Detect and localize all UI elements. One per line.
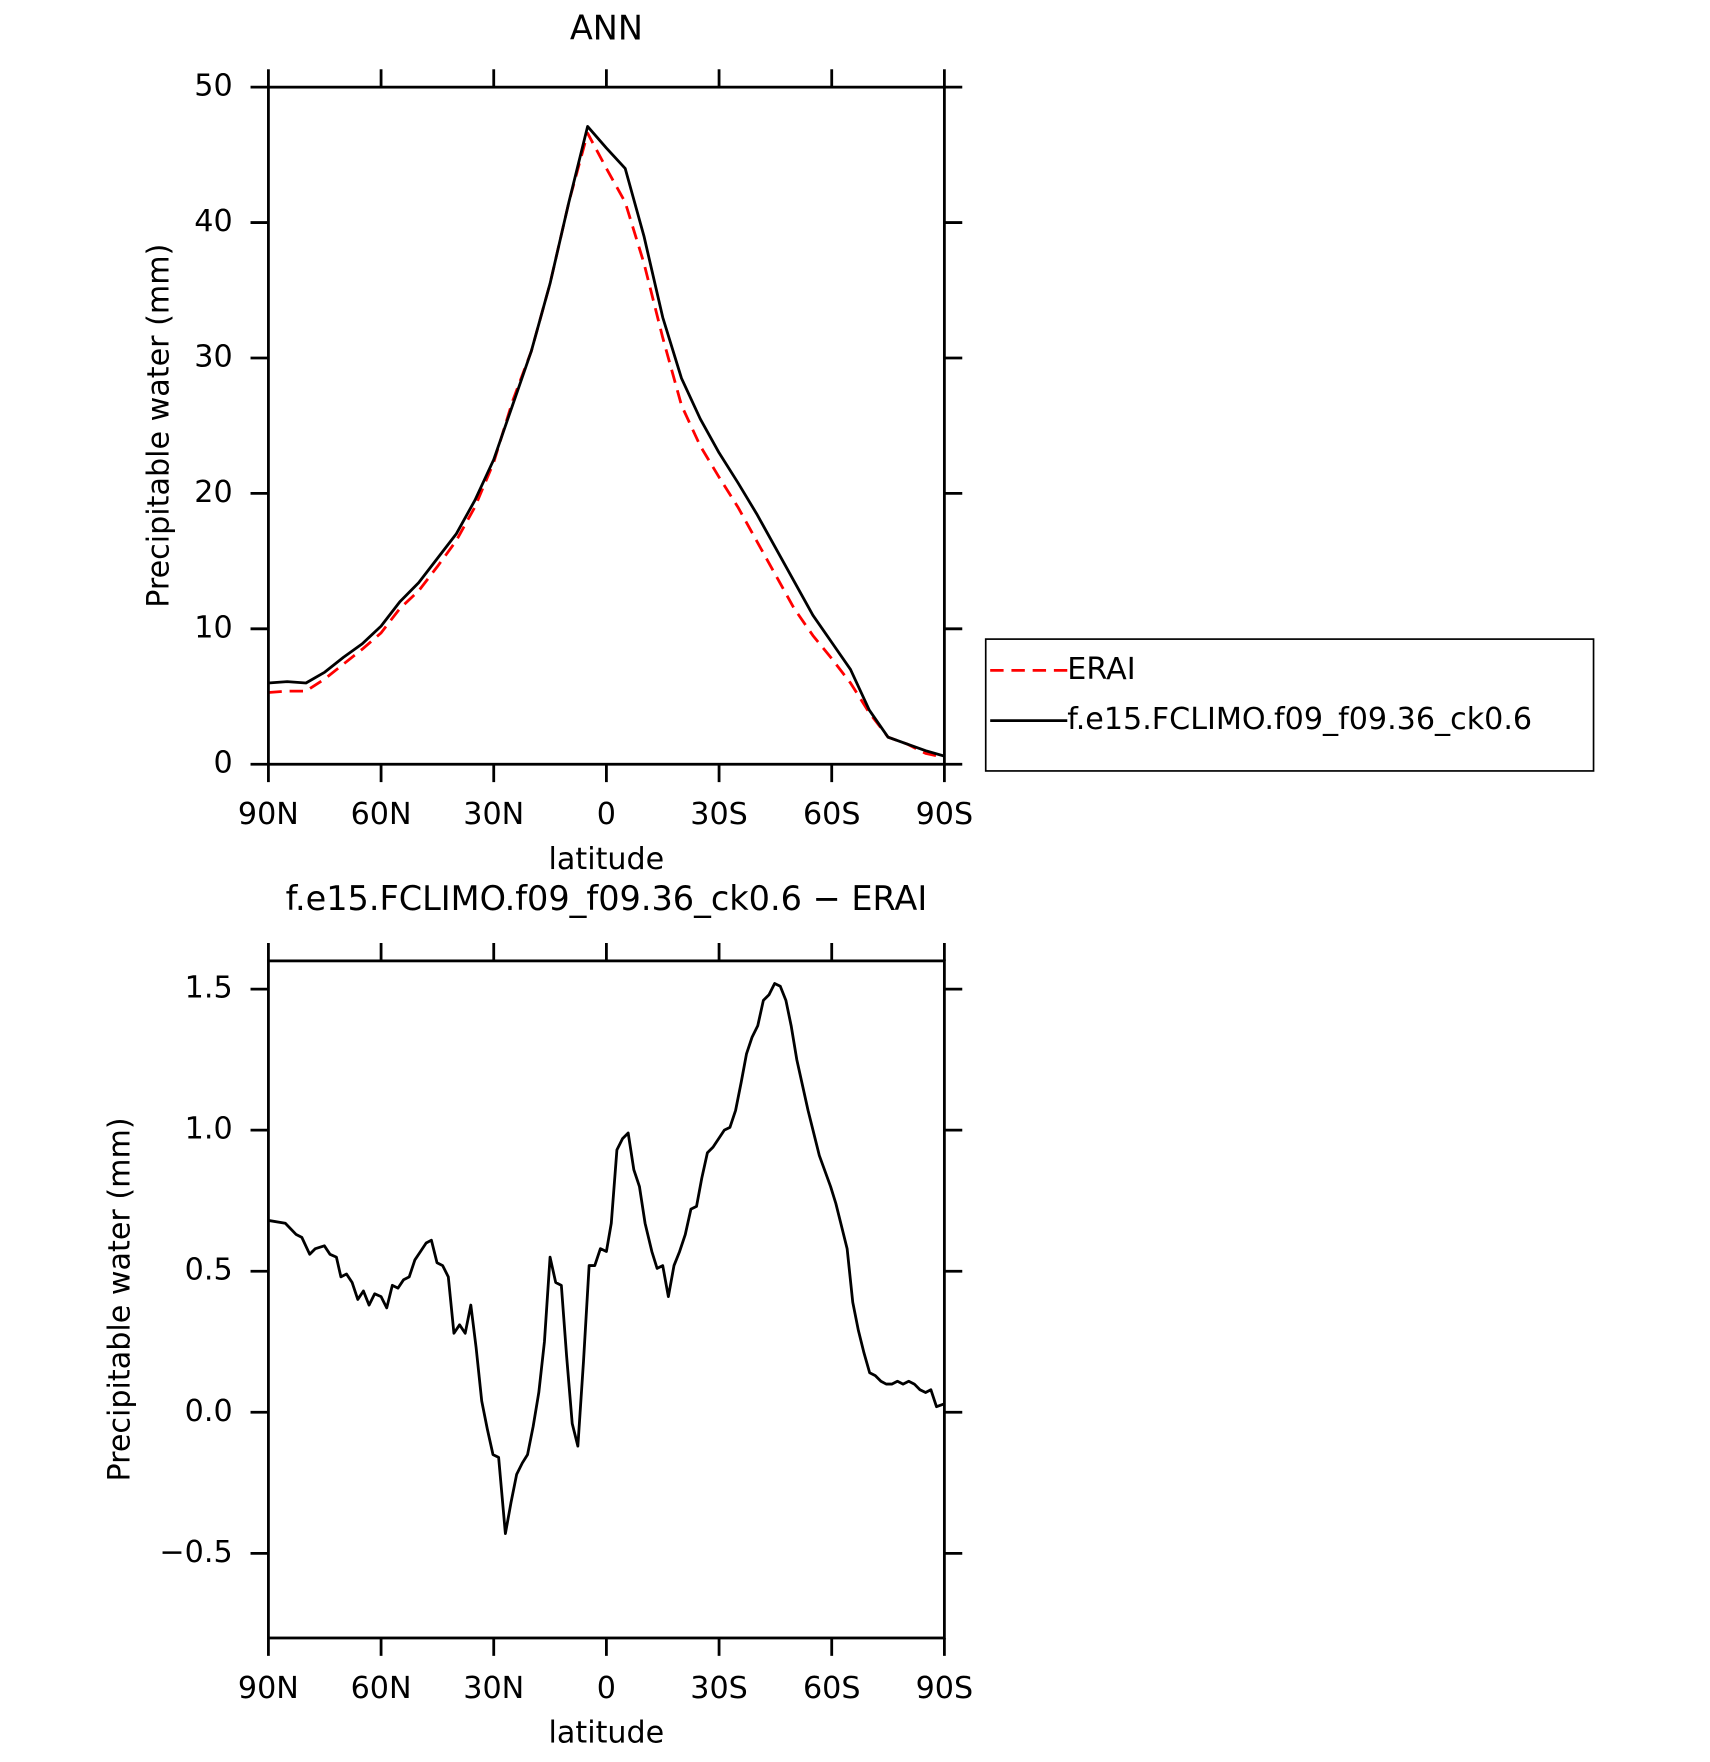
x-tick-label: 30N bbox=[463, 797, 524, 832]
x-tick-label: 30S bbox=[690, 1671, 748, 1706]
y-tick-label: 0.0 bbox=[185, 1394, 233, 1429]
series-line bbox=[268, 125, 945, 758]
x-tick-label: 90N bbox=[238, 1671, 299, 1706]
legend-box bbox=[984, 638, 1595, 772]
series-line bbox=[268, 131, 945, 759]
y-tick-label: 10 bbox=[194, 610, 232, 645]
x-axis-label: latitude bbox=[549, 842, 665, 877]
y-tick-label: 1.5 bbox=[185, 971, 233, 1006]
x-tick-label: 30S bbox=[690, 797, 748, 832]
legend-label: f.e15.FCLIMO.f09_f09.36_ck0.6 bbox=[1067, 702, 1532, 737]
y-tick-label: 30 bbox=[194, 339, 232, 374]
y-tick-label: 0.5 bbox=[185, 1253, 233, 1288]
x-tick-label: 90S bbox=[916, 1671, 974, 1706]
y-tick-label: 20 bbox=[194, 475, 232, 510]
x-tick-label: 60S bbox=[803, 1671, 861, 1706]
x-tick-label: 90S bbox=[916, 797, 974, 832]
x-tick-label: 60N bbox=[351, 797, 412, 832]
y-tick-label: 50 bbox=[194, 69, 232, 104]
y-axis-label: Precipitable water (mm) bbox=[142, 244, 177, 608]
x-tick-label: 0 bbox=[597, 797, 616, 832]
y-tick-label: 0 bbox=[213, 746, 232, 781]
y-tick-label: 40 bbox=[194, 204, 232, 239]
y-tick-label: 1.0 bbox=[185, 1112, 233, 1147]
y-axis-label: Precipitable water (mm) bbox=[102, 1117, 137, 1481]
chart-title: f.e15.FCLIMO.f09_f09.36_ck0.6 − ERAI bbox=[286, 879, 928, 918]
plot-frame bbox=[267, 85, 946, 766]
x-tick-label: 90N bbox=[238, 797, 299, 832]
x-tick-label: 30N bbox=[463, 1671, 524, 1706]
x-axis-label: latitude bbox=[549, 1716, 665, 1751]
series-line bbox=[268, 982, 945, 1535]
x-tick-label: 0 bbox=[597, 1671, 616, 1706]
x-tick-label: 60S bbox=[803, 797, 861, 832]
x-tick-label: 60N bbox=[351, 1671, 412, 1706]
y-tick-label: −0.5 bbox=[159, 1535, 232, 1570]
plot-frame bbox=[267, 959, 946, 1640]
chart-title: ANN bbox=[570, 9, 643, 48]
legend-label: ERAI bbox=[1067, 652, 1135, 687]
